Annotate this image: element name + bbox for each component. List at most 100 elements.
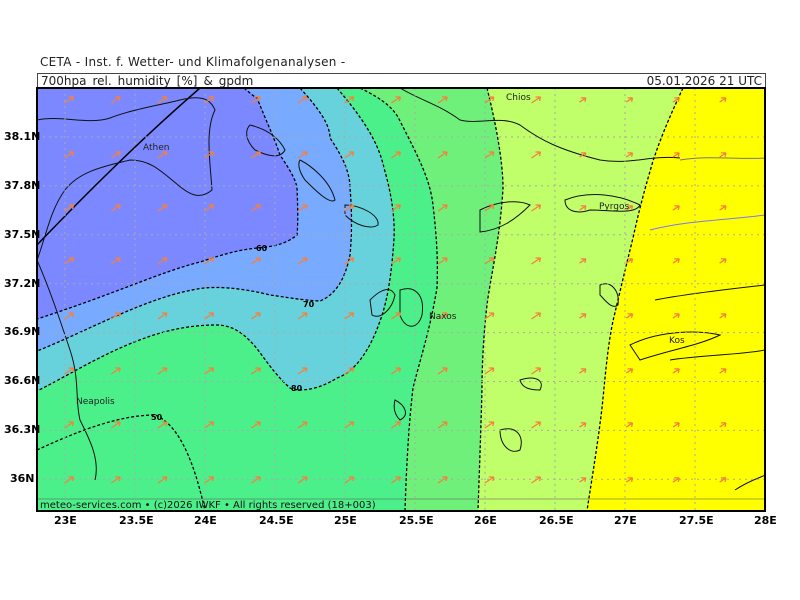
contour-label-70: 70 bbox=[303, 300, 315, 309]
place-chios: Chios bbox=[506, 93, 531, 103]
wind-arrow-icon bbox=[484, 312, 495, 320]
wind-arrow-icon bbox=[250, 312, 261, 320]
contour-label-50: 50 bbox=[151, 413, 163, 422]
wind-arrow-icon bbox=[157, 312, 168, 320]
wind-arrow-icon bbox=[64, 312, 75, 320]
wind-arrow-icon bbox=[110, 367, 121, 375]
wind-arrow-icon bbox=[531, 476, 542, 484]
wind-arrows bbox=[64, 96, 727, 484]
wind-arrow-icon bbox=[719, 152, 727, 158]
wind-arrow-icon bbox=[672, 205, 680, 211]
place-naxos: Naxos bbox=[429, 312, 457, 322]
y-tick: 36.9N bbox=[4, 325, 41, 338]
wind-arrow-icon bbox=[157, 476, 168, 484]
footer-credit: meteo-services.com • (c)2026 IWKF • All … bbox=[40, 500, 376, 511]
wind-arrow-icon bbox=[719, 97, 727, 103]
wind-arrow-icon bbox=[625, 368, 634, 374]
y-tick: 36N bbox=[10, 472, 35, 485]
wind-arrow-icon bbox=[437, 204, 448, 212]
wind-arrow-icon bbox=[344, 367, 355, 375]
wind-arrow-icon bbox=[391, 204, 402, 212]
wind-arrow-icon bbox=[672, 313, 680, 319]
wind-arrow-icon bbox=[672, 477, 680, 483]
wind-arrow-icon bbox=[297, 151, 308, 159]
wind-arrow-icon bbox=[297, 312, 308, 320]
wind-arrow-icon bbox=[625, 258, 634, 264]
wind-arrow-icon bbox=[672, 97, 680, 103]
wind-arrow-icon bbox=[250, 367, 261, 375]
wind-arrow-icon bbox=[250, 96, 261, 104]
wind-arrow-icon bbox=[64, 151, 75, 159]
wind-arrow-icon bbox=[437, 96, 448, 104]
wind-arrow-icon bbox=[579, 477, 587, 483]
x-tick: 24.5E bbox=[259, 514, 294, 527]
wind-arrow-icon bbox=[391, 151, 402, 159]
place-kos: Kos bbox=[669, 336, 685, 346]
wind-arrow-icon bbox=[437, 476, 448, 484]
parameter-label: 700hpa_rel._humidity_[%]_&_gpdm bbox=[41, 74, 254, 88]
wind-arrow-icon bbox=[484, 257, 495, 265]
map-title-bar: 700hpa_rel._humidity_[%]_&_gpdm 05.01.20… bbox=[37, 73, 766, 88]
wind-arrow-icon bbox=[719, 422, 727, 428]
wind-arrow-icon bbox=[719, 368, 727, 374]
wind-arrow-icon bbox=[391, 257, 402, 265]
wind-arrow-icon bbox=[484, 96, 495, 104]
wind-arrow-icon bbox=[579, 97, 587, 103]
wind-arrow-icon bbox=[391, 312, 402, 320]
wind-arrow-icon bbox=[157, 96, 168, 104]
wind-arrow-icon bbox=[484, 151, 495, 159]
wind-arrow-icon bbox=[625, 313, 634, 319]
wind-arrow-icon bbox=[484, 204, 495, 212]
wind-arrow-icon bbox=[344, 312, 355, 320]
wind-arrow-icon bbox=[391, 367, 402, 375]
wind-arrow-icon bbox=[204, 476, 215, 484]
coastlines bbox=[37, 88, 765, 491]
x-tick: 27E bbox=[614, 514, 637, 527]
wind-arrow-icon bbox=[204, 312, 215, 320]
wind-arrow-icon bbox=[297, 96, 308, 104]
wind-arrow-icon bbox=[110, 421, 121, 429]
x-tick: 26E bbox=[474, 514, 497, 527]
contour-lines bbox=[37, 88, 684, 511]
wind-arrow-icon bbox=[579, 422, 587, 428]
wind-arrow-icon bbox=[297, 367, 308, 375]
wind-arrow-icon bbox=[531, 367, 542, 375]
x-tick: 23.5E bbox=[119, 514, 154, 527]
wind-arrow-icon bbox=[64, 204, 75, 212]
wind-arrow-icon bbox=[297, 421, 308, 429]
place-athen: Athen bbox=[143, 143, 169, 153]
y-tick: 38.1N bbox=[4, 130, 41, 143]
wind-arrow-icon bbox=[204, 257, 215, 265]
wind-arrow-icon bbox=[531, 151, 542, 159]
wind-arrow-icon bbox=[719, 313, 727, 319]
contour-label-60: 60 bbox=[256, 244, 268, 253]
wind-arrow-icon bbox=[344, 421, 355, 429]
wind-arrow-icon bbox=[64, 421, 75, 429]
wind-arrow-icon bbox=[110, 96, 121, 104]
place-neapolis: Neapolis bbox=[76, 397, 115, 407]
contour-label-80: 80 bbox=[291, 384, 303, 393]
lat-lon-grid bbox=[37, 88, 765, 511]
wind-arrow-icon bbox=[531, 204, 542, 212]
wind-arrow-icon bbox=[672, 152, 680, 158]
wind-arrow-icon bbox=[484, 476, 495, 484]
wind-arrow-icon bbox=[437, 257, 448, 265]
wind-arrow-icon bbox=[204, 96, 215, 104]
wind-arrow-icon bbox=[531, 421, 542, 429]
wind-arrow-icon bbox=[579, 313, 587, 319]
wind-arrow-icon bbox=[157, 257, 168, 265]
wind-arrow-icon bbox=[110, 204, 121, 212]
wind-arrow-icon bbox=[579, 152, 587, 158]
wind-arrow-icon bbox=[250, 476, 261, 484]
valid-time: 05.01.2026 21 UTC bbox=[646, 74, 762, 88]
x-tick: 28E bbox=[754, 514, 777, 527]
wind-arrow-icon bbox=[531, 96, 542, 104]
wind-arrow-icon bbox=[64, 96, 75, 104]
x-tick: 25E bbox=[334, 514, 357, 527]
wind-arrow-icon bbox=[344, 96, 355, 104]
wind-arrow-icon bbox=[672, 258, 680, 264]
wind-arrow-icon bbox=[110, 151, 121, 159]
wind-arrow-icon bbox=[110, 312, 121, 320]
wind-arrow-icon bbox=[672, 422, 680, 428]
